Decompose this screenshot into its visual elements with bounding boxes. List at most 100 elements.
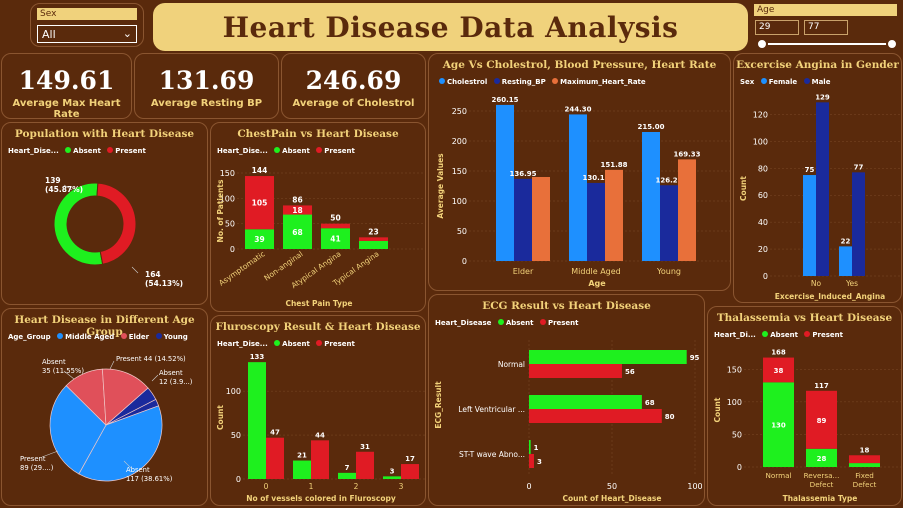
bar-absent [283,214,312,249]
bar-total-label: 144 [252,166,268,175]
legend-swatch [316,340,323,346]
bar-data-label: 3 [390,467,395,475]
bar-present [849,455,880,464]
population-donut-chart: 164 (54.13%) 139 (45.87%) [45,176,183,288]
bar-male [852,172,865,276]
bar-absent [248,362,266,479]
bar-data-label: 21 [297,452,307,460]
age-slider-track [762,43,892,45]
y-axis-label: Count [739,176,748,201]
bar-segment-label: 105 [252,199,268,208]
pie-label: Present 89 (29....) [20,455,54,472]
x-tick-label: 2 [354,482,359,491]
legend-absent: Absent [282,340,310,348]
bar-segment-label: 68 [292,228,302,237]
bar-data-label: 95 [690,354,700,362]
legend-present: Present [324,340,355,348]
y-tick-label: 100 [727,398,742,407]
bar-total-label: 117 [814,382,829,390]
age-min-input[interactable]: 29 [755,20,799,35]
chart-legend: Age_Group Middle Aged Elder Young [8,333,188,341]
x-tick-label: 0 [526,482,531,491]
legend-title: Sex [740,78,755,86]
y-tick-label: 120 [753,110,768,119]
legend-swatch [107,147,114,153]
bar-absent [245,229,274,249]
legend-title: Heart_Di... [714,331,756,339]
legend-male: Male [811,78,831,86]
bar-data-label: 260.15 [491,96,518,104]
bar-data-label: 244.30 [564,105,591,113]
legend-present: Present [812,331,843,339]
chevron-down-icon: ⌄ [122,27,132,40]
x-tick-label: Fixed Defect [853,471,877,489]
legend-title: Heart_Disease [435,319,492,327]
y-tick-label: Left Ventricular ... [458,405,525,414]
legend-female: Female [768,78,798,86]
x-tick-label: Middle Aged [571,267,621,276]
y-tick-label: ST-T wave Abno... [459,450,525,459]
bar-data-label: 7 [345,464,350,472]
chart-legend: Heart_Di... Absent Present [714,331,843,339]
y-tick-label: Normal [498,360,525,369]
age-max-input[interactable]: 77 [804,20,848,35]
sex-dropdown-value: All [42,28,56,41]
donut-label: 164 (54.13%) [145,270,183,288]
pie-label: Absent 12 (3.9...) [159,369,193,386]
bar-data-label: 44 [315,431,325,439]
legend-swatch [539,319,546,325]
y-axis-label: Count [216,405,225,430]
bar-present [529,364,622,378]
legend-title: Age_Group [8,333,51,341]
age-group-card: Heart Disease in Different Age Group Age… [1,308,208,506]
bar-present [356,451,374,479]
age-group-pie-chart: Absent 117 (38.61%) Present 89 (29....) Abse… [20,355,193,483]
bar-segment-label: 89 [817,417,827,425]
y-tick-label: 50 [732,430,742,439]
y-tick-label: 200 [452,137,467,146]
pie-label: Absent 35 (11.55%) [42,358,84,375]
legend-absent: Absent [770,331,798,339]
bar-absent [359,240,388,249]
legend-max-hr: Maximum_Heart_Rate [560,78,646,86]
chart-title: Fluroscopy Result & Heart Disease [215,321,421,333]
bar-male [816,102,829,276]
age-slider-max-handle[interactable] [886,38,898,50]
bar-data-label: 151.88 [600,161,627,169]
sex-dropdown[interactable]: All ⌄ [37,25,137,43]
leader-line [109,360,115,370]
legend-swatch [65,147,72,153]
bar-data-label: 1 [534,444,539,452]
age-slider-min-handle[interactable] [756,38,768,50]
chart-title: Population with Heart Disease [14,128,195,140]
bar-data-label: 129 [815,93,830,101]
kpi-cholestrol: 246.69 Average of Cholestrol [281,53,426,119]
donut-slice-present [96,182,137,265]
legend-swatch [804,331,811,337]
leader-line [151,374,159,382]
bar-absent [806,448,837,467]
legend-swatch [274,147,281,153]
y-tick-label: 80 [758,164,768,173]
kpi-label: Average Max Heart Rate [12,98,121,119]
kpi-value: 131.69 [158,66,255,95]
legend-elder: Elder [128,333,150,341]
legend-present: Present [115,147,146,155]
population-card: Population with Heart Disease Heart_Dise… [1,122,208,305]
y-tick-label: 100 [220,194,235,203]
legend-swatch [552,78,559,84]
y-axis-label: ECG_Result [434,381,443,429]
ecg-bar-chart: 0 50 100 ECG_Result Normal 95 56 Left Ventricul… [434,340,703,503]
y-tick-label: 150 [727,365,742,374]
bar-segment-label: 18 [292,206,302,215]
bar-data-label: 126.22 [655,176,682,184]
bar-data-label: 169.33 [673,150,700,158]
bar-present [529,454,534,468]
y-tick-label: 20 [758,245,768,254]
bar-segment-label: 130 [771,422,786,430]
bar-data-label: 31 [360,443,370,451]
legend-title: Heart_Dise... [217,340,268,348]
x-axis-label: Thalassemia Type [783,494,858,503]
x-tick-label: Normal [765,471,791,480]
